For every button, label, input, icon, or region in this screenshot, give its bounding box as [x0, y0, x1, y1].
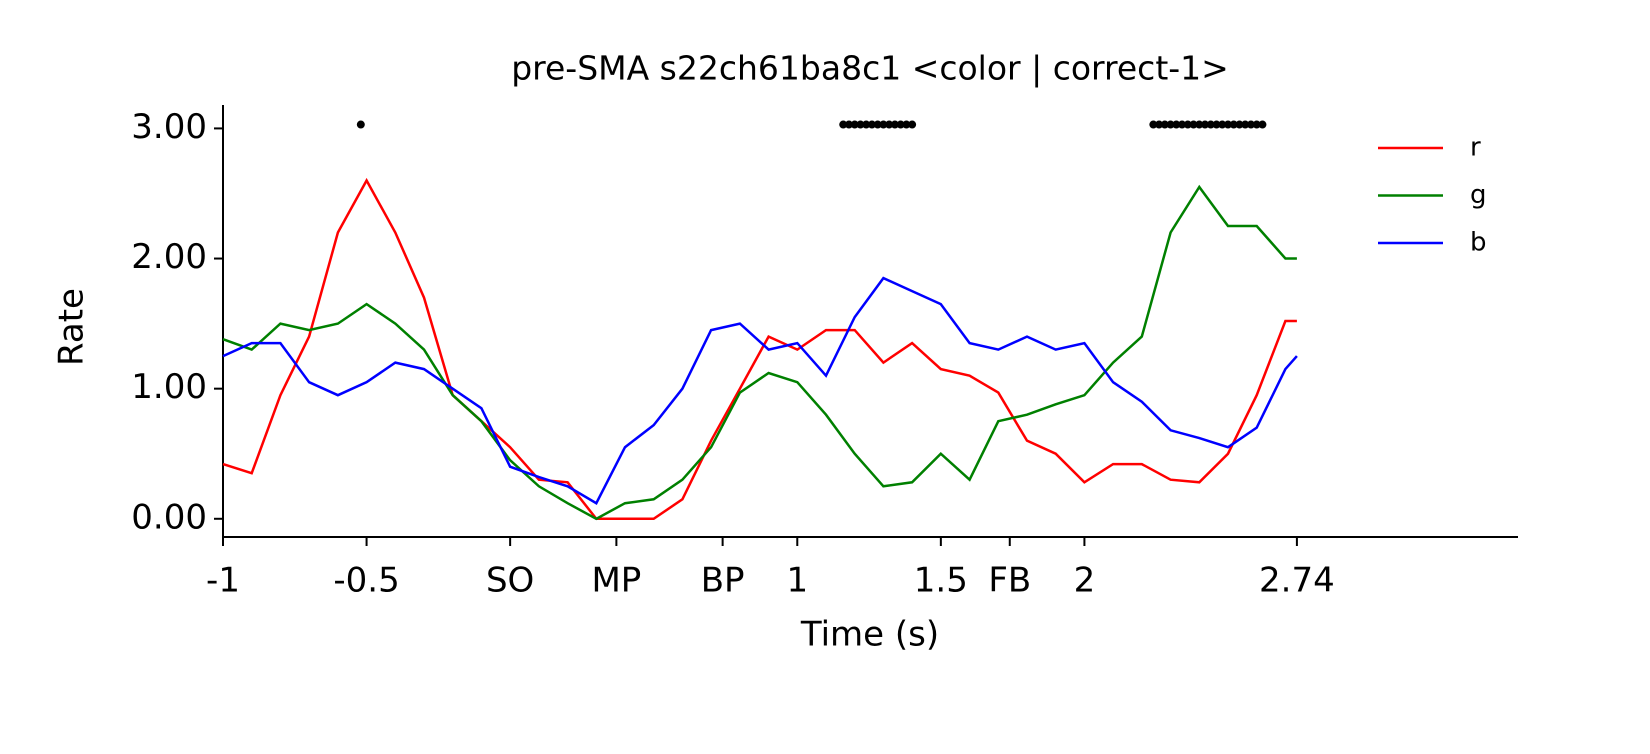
significance-marker: [1160, 120, 1169, 129]
significance-marker: [879, 120, 888, 129]
x-tick-label: 1: [786, 561, 808, 601]
chart-title: pre-SMA s22ch61ba8c1 <color | correct-1>: [511, 49, 1229, 88]
significance-marker: [1246, 120, 1255, 129]
significance-marker: [1195, 120, 1204, 129]
significance-marker: [862, 120, 871, 129]
significance-marker: [1155, 120, 1164, 129]
significance-marker: [1183, 120, 1192, 129]
significance-marker: [850, 120, 859, 129]
x-tick-label: MP: [591, 561, 641, 601]
significance-marker: [356, 120, 365, 129]
y-tick-label: 0.00: [131, 497, 207, 537]
y-tick-label: 1.00: [131, 367, 207, 407]
y-tick-label: 3.00: [131, 107, 207, 147]
x-tick-label: 2: [1074, 561, 1096, 601]
x-tick-label: -0.5: [333, 561, 399, 601]
significance-marker: [873, 120, 882, 129]
series-line: [222, 177, 1297, 521]
x-tick-label: 1.5: [914, 561, 968, 601]
legend-label: b: [1470, 228, 1487, 258]
significance-marker: [1229, 120, 1238, 129]
significance-marker: [1223, 120, 1232, 129]
x-tick-label: -1: [206, 561, 240, 601]
significance-marker: [1178, 120, 1187, 129]
x-tick-label: BP: [701, 561, 745, 601]
y-axis-label: Rate: [52, 288, 92, 366]
significance-marker: [1235, 120, 1244, 129]
x-tick-label: FB: [988, 561, 1031, 601]
significance-marker: [902, 120, 911, 129]
significance-marker: [1258, 120, 1267, 129]
series-line: [222, 184, 1297, 521]
significance-marker: [890, 120, 899, 129]
significance-marker: [1166, 120, 1175, 129]
x-axis-label: Time (s): [800, 615, 939, 655]
significance-marker: [844, 120, 853, 129]
y-tick-label: 2.00: [131, 237, 207, 277]
x-tick-label: 2.74: [1259, 561, 1335, 601]
significance-marker: [908, 120, 917, 129]
legend-label: r: [1470, 133, 1481, 163]
significance-marker: [839, 120, 848, 129]
significance-marker: [1201, 120, 1210, 129]
significance-marker: [1189, 120, 1198, 129]
significance-marker: [867, 120, 876, 129]
legend-label: g: [1470, 180, 1487, 210]
significance-marker: [1212, 120, 1221, 129]
significance-marker: [856, 120, 865, 129]
x-tick-label: SO: [486, 561, 534, 601]
significance-marker: [1149, 120, 1158, 129]
significance-marker: [1218, 120, 1227, 129]
significance-marker: [1252, 120, 1261, 129]
significance-marker: [1172, 120, 1181, 129]
significance-marker: [1241, 120, 1250, 129]
significance-marker: [885, 120, 894, 129]
significance-marker: [896, 120, 905, 129]
significance-marker: [1206, 120, 1215, 129]
series-line: [222, 276, 1298, 505]
